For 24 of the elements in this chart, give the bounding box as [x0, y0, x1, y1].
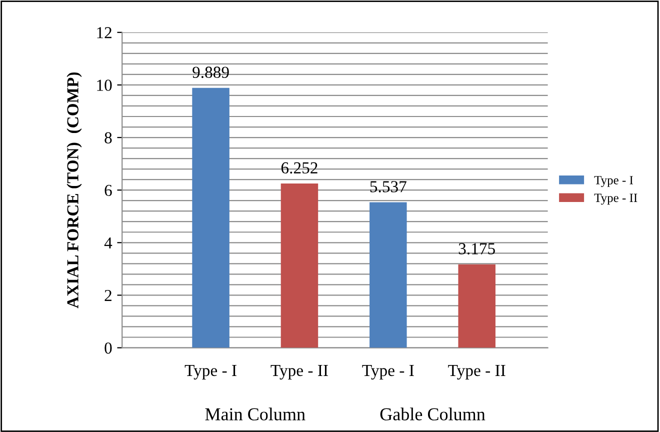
bar [370, 202, 407, 348]
bar [280, 183, 318, 348]
y-tick-label: 8 [104, 132, 112, 144]
legend-label: Type - II [594, 194, 638, 205]
x-tick-label: Type - II [448, 365, 506, 380]
y-tick-label: 12 [97, 27, 112, 38]
bar [192, 88, 230, 348]
data-label: 6.252 [281, 162, 318, 174]
data-label: 5.537 [370, 181, 406, 192]
x-tick-label: Type - II [270, 365, 328, 380]
y-tick-label: 0 [104, 342, 112, 354]
y-tick-label: 6 [104, 184, 112, 196]
text: Main Column [205, 408, 306, 420]
y-tick-label: 4 [104, 237, 112, 248]
text: Gable Column [380, 408, 486, 420]
x-tick-label: Type - I [362, 365, 414, 380]
data-label: 9.889 [192, 66, 229, 78]
legend-label: Type - I [594, 176, 633, 187]
y-tick-label: 2 [104, 290, 112, 301]
x-tick-label: Type - I [184, 365, 236, 380]
y-axis-title: AXIAL FORCE (TON) (COMP) [66, 72, 82, 308]
y-tick-label: 10 [97, 80, 112, 91]
bar [458, 264, 496, 348]
data-label: 3.175 [458, 243, 495, 254]
